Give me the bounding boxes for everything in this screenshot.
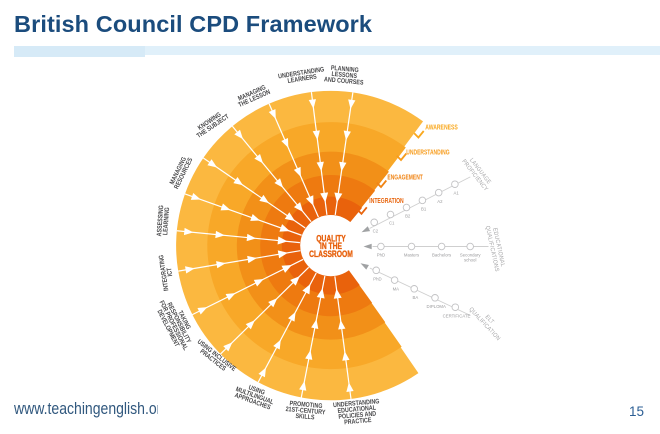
svg-text:ASSESSING: ASSESSING	[157, 205, 166, 237]
svg-text:SKILLS: SKILLS	[295, 413, 315, 421]
svg-text:POLICIES AND: POLICIES AND	[338, 411, 377, 421]
svg-text:ELT: ELT	[483, 314, 495, 326]
svg-text:A2: A2	[437, 199, 443, 204]
svg-text:PhD: PhD	[377, 252, 385, 257]
svg-text:IN THE: IN THE	[320, 241, 342, 251]
svg-text:B2: B2	[405, 214, 411, 219]
svg-text:BA: BA	[413, 295, 419, 300]
svg-text:Bachelors: Bachelors	[432, 252, 451, 257]
svg-text:C2: C2	[373, 229, 379, 234]
svg-text:A1: A1	[453, 190, 459, 195]
svg-text:ICT: ICT	[167, 267, 175, 277]
svg-text:QUALITY: QUALITY	[316, 233, 346, 243]
svg-text:INTEGRATING: INTEGRATING	[159, 254, 171, 291]
svg-text:Masters: Masters	[404, 252, 419, 257]
svg-text:PROMOTING: PROMOTING	[289, 401, 323, 410]
svg-text:PLANNING: PLANNING	[331, 65, 360, 74]
svg-text:AND COURSES: AND COURSES	[324, 77, 364, 87]
svg-text:LEARNERS: LEARNERS	[287, 74, 317, 85]
svg-text:C1: C1	[389, 221, 395, 226]
svg-text:CERTIFICATE: CERTIFICATE	[443, 313, 471, 318]
svg-text:CLASSROOM: CLASSROOM	[309, 249, 353, 259]
svg-text:UNDERSTANDING: UNDERSTANDING	[406, 149, 450, 156]
svg-text:DIPLOMA: DIPLOMA	[427, 304, 446, 309]
svg-text:ENGAGEMENT: ENGAGEMENT	[387, 175, 423, 182]
svg-text:INTEGRATION: INTEGRATION	[369, 198, 403, 205]
svg-text:AWARENESS: AWARENESS	[425, 125, 458, 132]
svg-text:LEARNING: LEARNING	[163, 207, 172, 236]
svg-text:LESSONS: LESSONS	[331, 71, 357, 80]
svg-text:MA: MA	[393, 286, 400, 291]
svg-text:UNDERSTANDING: UNDERSTANDING	[333, 399, 380, 410]
svg-text:EDUCATIONAL: EDUCATIONAL	[337, 405, 376, 415]
svg-text:school: school	[464, 258, 476, 263]
svg-text:Secondary: Secondary	[460, 252, 481, 257]
svg-text:21ST-CENTURY: 21ST-CENTURY	[285, 407, 325, 417]
svg-text:B1: B1	[421, 207, 427, 212]
svg-text:PRACTICE: PRACTICE	[344, 418, 372, 427]
svg-text:PhD: PhD	[373, 277, 381, 282]
